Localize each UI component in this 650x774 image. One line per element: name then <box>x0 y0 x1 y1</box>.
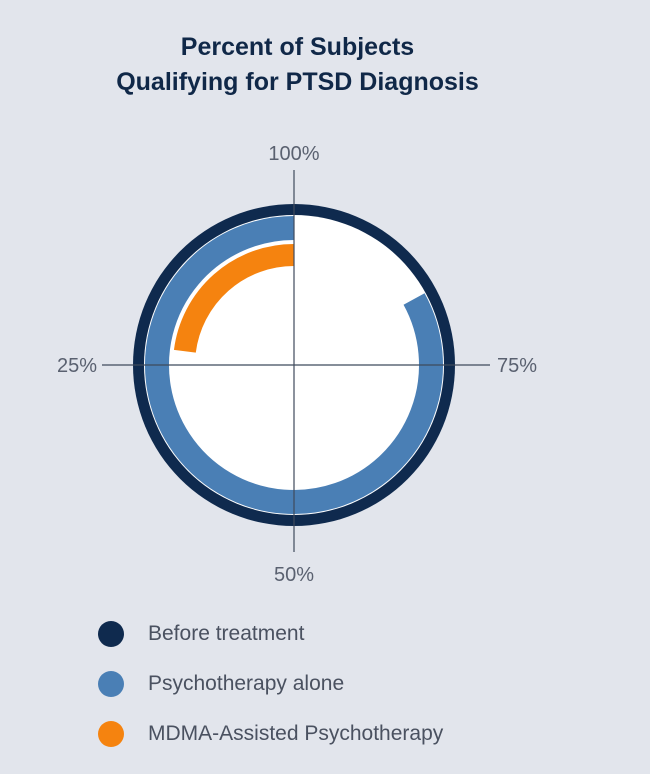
bar-psychotherapy-alone <box>145 216 443 514</box>
bar-mdma-assisted-psychotherapy <box>173 244 295 353</box>
legend-label-psychotherapy-alone: Psychotherapy alone <box>148 672 345 695</box>
chart-title-line-2: Qualifying for PTSD Diagnosis <box>116 68 479 96</box>
chart-title: Percent of Subjects Qualifying for PTSD … <box>0 30 595 100</box>
legend-item-before-treatment: Before treatment <box>98 620 443 648</box>
legend: Before treatment Psychotherapy alone MDM… <box>98 620 443 770</box>
legend-swatch-before-treatment <box>98 621 124 647</box>
tick-label-100: 100% <box>268 143 319 165</box>
tick-label-50: 50% <box>274 564 314 586</box>
legend-swatch-mdma <box>98 721 124 747</box>
tick-label-25: 25% <box>57 355 97 377</box>
legend-item-mdma: MDMA-Assisted Psychotherapy <box>98 720 443 748</box>
legend-item-psychotherapy-alone: Psychotherapy alone <box>98 670 443 698</box>
legend-label-before-treatment: Before treatment <box>148 622 305 645</box>
chart-title-line-1: Percent of Subjects <box>180 33 415 61</box>
tick-label-75: 75% <box>497 355 537 377</box>
legend-swatch-psychotherapy-alone <box>98 671 124 697</box>
legend-label-mdma: MDMA-Assisted Psychotherapy <box>148 722 444 745</box>
